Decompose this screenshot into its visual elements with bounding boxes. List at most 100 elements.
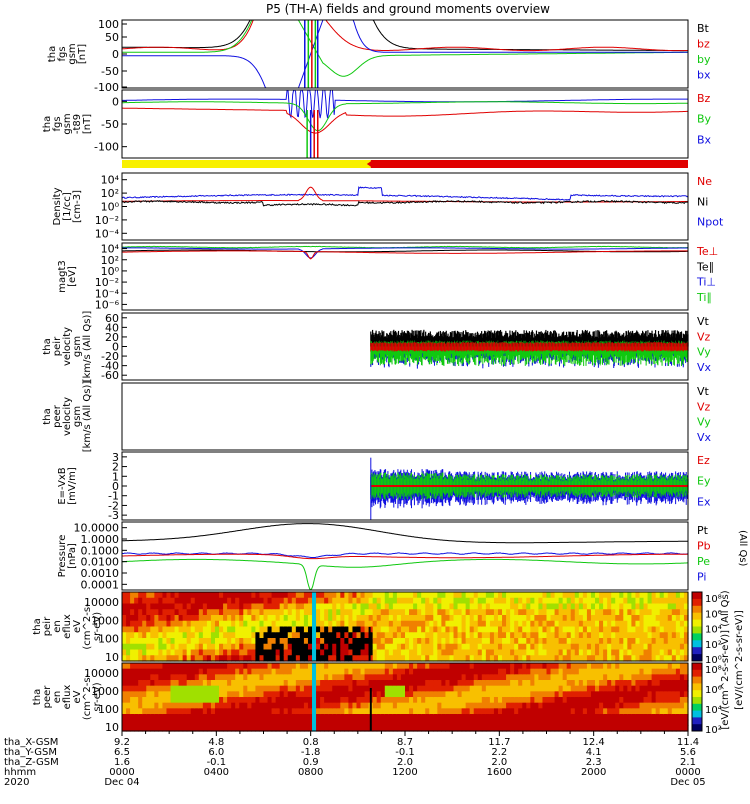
spectrogram-cell [166, 627, 171, 633]
spectrogram-cell [494, 621, 499, 627]
spectrogram-cell [175, 720, 180, 726]
spectrogram-cell [162, 669, 167, 675]
spectrogram-cell [247, 621, 252, 627]
spectrogram-cell [672, 609, 677, 615]
spectrogram-cell [320, 609, 325, 615]
legend-pressure-Pe: Pe [697, 555, 710, 568]
spectrogram-cell [668, 627, 673, 633]
spectrogram-cell [656, 650, 661, 656]
spectrogram-cell [498, 615, 503, 621]
spectrogram-cell [373, 638, 378, 644]
spectrogram-cell [595, 592, 600, 598]
spectrogram-cell [316, 598, 321, 604]
spectrogram-cell [142, 609, 147, 615]
spectrogram-cell [567, 650, 572, 656]
spectrogram-cell [551, 644, 556, 650]
y-tick-label: 10² [101, 187, 119, 200]
spectrogram-cell [522, 592, 527, 598]
spectrogram-cell [191, 638, 196, 644]
spectrogram-cell [373, 644, 378, 650]
spectrogram-cell [183, 638, 188, 644]
spectrogram-cell [365, 638, 370, 644]
spectrogram-cell [187, 604, 192, 610]
spectrogram-cell [316, 650, 321, 656]
spectrogram-cell [510, 632, 515, 638]
spectrogram-cell [268, 604, 273, 610]
spectrogram-cell [486, 604, 491, 610]
spectrogram-cell [150, 650, 155, 656]
spectrogram-cell [644, 627, 649, 633]
spectrogram-cell [138, 644, 143, 650]
spectrogram-cell [122, 720, 127, 726]
spectrogram-cell [158, 697, 163, 703]
spectrogram-cell [514, 627, 519, 633]
spectrogram-cell [146, 714, 151, 720]
spectrogram-cell [130, 592, 135, 598]
spectrogram-cell [312, 632, 317, 638]
spectrogram-cell [276, 615, 281, 621]
spectrogram-cell [312, 604, 317, 610]
spectrogram-cell [611, 615, 616, 621]
spectrogram-cell [243, 632, 248, 638]
spectrogram-cell [615, 632, 620, 638]
spectrogram-cell [611, 644, 616, 650]
spectrogram-cell [162, 691, 167, 697]
spectrogram-cell [437, 621, 442, 627]
spectrogram-cell [595, 604, 600, 610]
spectrogram-cell [623, 638, 628, 644]
spectrogram-cell [247, 604, 252, 610]
spectrogram-cell [429, 609, 434, 615]
spectrogram-cell [417, 644, 422, 650]
spectrogram-cell [381, 627, 386, 633]
spectrogram-cell [656, 632, 661, 638]
spectrogram-cell [251, 598, 256, 604]
spectrogram-cell [510, 638, 515, 644]
spectrogram-cell [445, 627, 450, 633]
spectrogram-cell [207, 592, 212, 598]
spectrogram-cell [223, 609, 228, 615]
spectrogram-cell [522, 638, 527, 644]
panel-peir_velocity: 6040200-20-40-60thapeirvelocitygsm[km/s … [42, 311, 712, 383]
spectrogram-cell [296, 644, 301, 650]
legend-peir_velocity-Vz: Vz [697, 330, 711, 343]
spectrogram-cell [595, 632, 600, 638]
spectrogram-cell [162, 714, 167, 720]
panel-frame [122, 173, 688, 240]
spectrogram-cell [648, 638, 653, 644]
spectrogram-cell [146, 686, 151, 692]
spectrogram-cell [219, 632, 224, 638]
spectrogram-cell [126, 644, 131, 650]
spectrogram-cell [142, 650, 147, 656]
y-tick-label: 10⁰ [101, 201, 120, 214]
spectrogram-cell [526, 592, 531, 598]
spectrogram-cell [486, 627, 491, 633]
spectrogram-cell [150, 627, 155, 633]
spectrogram-cell [150, 663, 155, 669]
spectrogram-cell [191, 615, 196, 621]
spectrogram-cell [227, 627, 232, 633]
spectrogram-cell [146, 627, 151, 633]
spectrogram-cell [631, 644, 636, 650]
spectrogram-cell [652, 627, 657, 633]
spectrogram-cell [348, 632, 353, 638]
spectrogram-cell [191, 632, 196, 638]
spectrogram-cell [498, 592, 503, 598]
spectrogram-cell [635, 621, 640, 627]
spectrogram-cell [607, 627, 612, 633]
spectrogram-cell [639, 609, 644, 615]
spectrogram-cell [162, 621, 167, 627]
spectrogram-cell [555, 598, 560, 604]
spectrogram-cell [591, 627, 596, 633]
spectrogram-cell [320, 650, 325, 656]
spectrogram-cell [175, 627, 180, 633]
spectrogram-cell [146, 604, 151, 610]
spectrogram-cell [676, 609, 681, 615]
spectrogram-cell [251, 627, 256, 633]
spectrogram-cell [397, 644, 402, 650]
spectrogram-cell [579, 638, 584, 644]
spectrogram-cell [458, 644, 463, 650]
spectrogram-cell [166, 703, 171, 709]
spectrogram-cell [466, 598, 471, 604]
spectrogram-cell [304, 644, 309, 650]
spectrogram-cell [175, 604, 180, 610]
